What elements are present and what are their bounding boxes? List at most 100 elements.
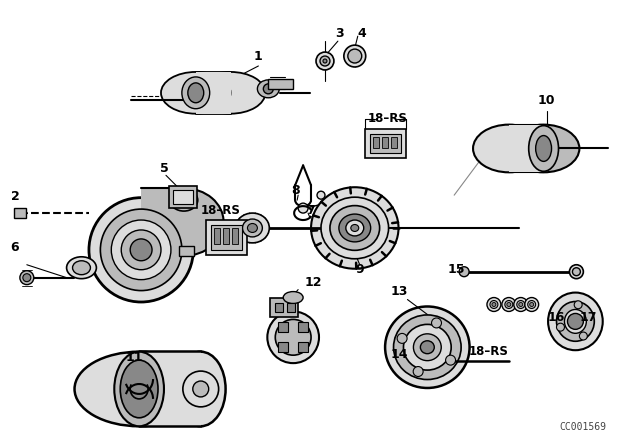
Ellipse shape: [508, 125, 579, 172]
Ellipse shape: [120, 360, 158, 418]
Bar: [275, 302, 284, 312]
Circle shape: [487, 297, 501, 311]
Circle shape: [413, 366, 423, 376]
Text: 7: 7: [306, 203, 314, 216]
Bar: [141, 188, 184, 256]
Circle shape: [298, 203, 308, 213]
Bar: [139, 351, 201, 426]
Bar: [390, 137, 397, 148]
Circle shape: [320, 56, 330, 66]
Ellipse shape: [74, 352, 204, 426]
Text: 6: 6: [11, 241, 19, 254]
Bar: [179, 188, 194, 198]
Ellipse shape: [564, 310, 586, 333]
Bar: [14, 208, 26, 218]
Circle shape: [519, 302, 523, 306]
Ellipse shape: [275, 319, 311, 355]
Ellipse shape: [413, 334, 441, 361]
Text: CC001569: CC001569: [559, 422, 606, 432]
Ellipse shape: [394, 315, 461, 379]
Circle shape: [579, 332, 588, 340]
Ellipse shape: [529, 125, 559, 171]
Ellipse shape: [248, 224, 257, 233]
Text: 16: 16: [548, 311, 565, 324]
Circle shape: [431, 318, 442, 328]
Bar: [232, 228, 237, 244]
Ellipse shape: [311, 187, 399, 269]
Text: 15: 15: [447, 263, 465, 276]
Bar: [169, 186, 196, 208]
Circle shape: [570, 265, 583, 279]
Text: 18–RS: 18–RS: [367, 112, 408, 125]
Ellipse shape: [111, 220, 171, 280]
Text: 13: 13: [391, 285, 408, 298]
Ellipse shape: [346, 220, 364, 236]
Bar: [370, 134, 401, 154]
Circle shape: [20, 271, 34, 284]
Ellipse shape: [144, 188, 223, 256]
Circle shape: [183, 371, 219, 407]
Bar: [365, 129, 406, 159]
Ellipse shape: [473, 125, 545, 172]
Circle shape: [316, 52, 334, 70]
Bar: [223, 228, 228, 244]
Circle shape: [514, 297, 528, 311]
Circle shape: [525, 297, 539, 311]
Circle shape: [323, 59, 327, 63]
Bar: [196, 72, 230, 114]
Circle shape: [348, 49, 362, 63]
Circle shape: [530, 302, 534, 306]
Bar: [214, 228, 220, 244]
Circle shape: [505, 301, 513, 309]
Ellipse shape: [72, 261, 90, 275]
Text: 3: 3: [335, 27, 344, 40]
Text: 18–RS: 18–RS: [201, 203, 241, 216]
Circle shape: [344, 45, 365, 67]
Ellipse shape: [548, 293, 603, 350]
Ellipse shape: [420, 341, 435, 353]
Bar: [211, 225, 243, 250]
Ellipse shape: [130, 239, 152, 261]
Text: 2: 2: [10, 190, 19, 202]
Ellipse shape: [257, 80, 279, 98]
Ellipse shape: [182, 77, 210, 109]
Ellipse shape: [243, 219, 262, 237]
Text: 4: 4: [357, 27, 366, 40]
Circle shape: [516, 301, 525, 309]
Text: 17: 17: [580, 311, 597, 324]
Ellipse shape: [536, 136, 552, 161]
Circle shape: [528, 301, 536, 309]
Ellipse shape: [263, 84, 273, 94]
Text: 14: 14: [391, 348, 408, 361]
Ellipse shape: [188, 83, 204, 103]
Bar: [278, 323, 288, 332]
Ellipse shape: [268, 311, 319, 363]
Ellipse shape: [330, 206, 380, 250]
Ellipse shape: [161, 72, 230, 114]
Ellipse shape: [121, 230, 161, 270]
Bar: [278, 342, 288, 352]
Circle shape: [490, 301, 498, 309]
Text: 11: 11: [125, 351, 143, 364]
Circle shape: [492, 302, 496, 306]
Circle shape: [397, 333, 407, 343]
Bar: [509, 125, 543, 172]
Circle shape: [572, 268, 580, 276]
Bar: [173, 190, 193, 204]
Circle shape: [23, 274, 31, 282]
Circle shape: [507, 302, 511, 306]
Bar: [270, 297, 298, 318]
Bar: [372, 137, 379, 148]
Bar: [381, 137, 388, 148]
Circle shape: [568, 314, 583, 329]
Bar: [298, 342, 308, 352]
Ellipse shape: [100, 209, 182, 291]
Bar: [205, 220, 248, 255]
Bar: [298, 323, 308, 332]
Ellipse shape: [176, 352, 225, 426]
Text: 5: 5: [159, 162, 168, 175]
Ellipse shape: [196, 72, 266, 114]
Ellipse shape: [236, 213, 269, 243]
Ellipse shape: [284, 292, 303, 303]
Ellipse shape: [321, 197, 388, 259]
